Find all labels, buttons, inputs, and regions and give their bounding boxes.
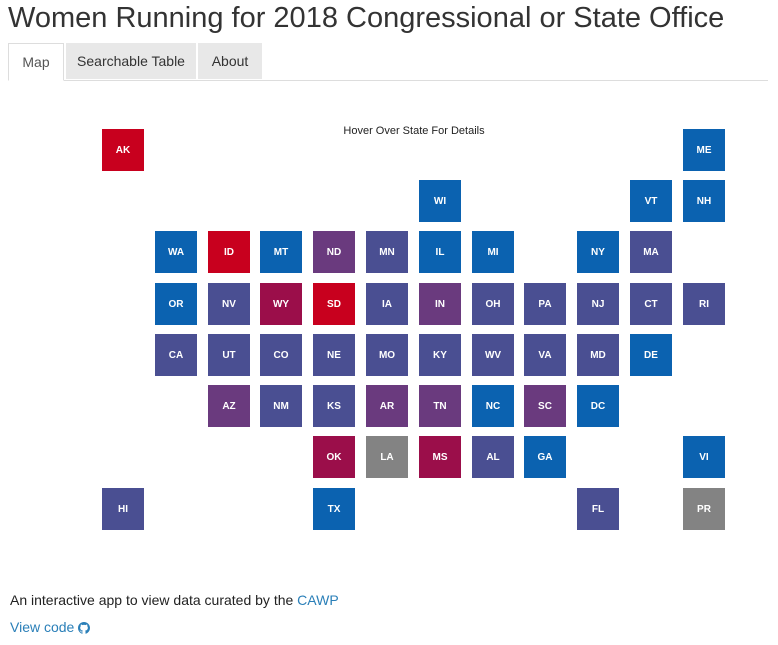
state-tile-ak[interactable]: AK [102, 129, 144, 171]
state-tile-sc[interactable]: SC [524, 385, 566, 427]
state-tile-il[interactable]: IL [419, 231, 461, 273]
state-tile-ks[interactable]: KS [313, 385, 355, 427]
state-tile-nc[interactable]: NC [472, 385, 514, 427]
state-tile-ma[interactable]: MA [630, 231, 672, 273]
state-tile-ne[interactable]: NE [313, 334, 355, 376]
state-tile-ky[interactable]: KY [419, 334, 461, 376]
state-tile-ri[interactable]: RI [683, 283, 725, 325]
state-tile-ga[interactable]: GA [524, 436, 566, 478]
state-tile-oh[interactable]: OH [472, 283, 514, 325]
state-tile-md[interactable]: MD [577, 334, 619, 376]
state-tile-mo[interactable]: MO [366, 334, 408, 376]
tab-about[interactable]: About [198, 43, 262, 79]
state-tile-mn[interactable]: MN [366, 231, 408, 273]
state-tile-ct[interactable]: CT [630, 283, 672, 325]
footer-attribution: An interactive app to view data curated … [10, 592, 339, 608]
state-tile-or[interactable]: OR [155, 283, 197, 325]
state-tile-tx[interactable]: TX [313, 488, 355, 530]
state-tile-wy[interactable]: WY [260, 283, 302, 325]
state-tile-mi[interactable]: MI [472, 231, 514, 273]
state-tile-id[interactable]: ID [208, 231, 250, 273]
page-title: Women Running for 2018 Congressional or … [8, 2, 725, 34]
state-tile-ms[interactable]: MS [419, 436, 461, 478]
state-tile-in[interactable]: IN [419, 283, 461, 325]
state-tile-al[interactable]: AL [472, 436, 514, 478]
state-tile-vi[interactable]: VI [683, 436, 725, 478]
state-tile-nm[interactable]: NM [260, 385, 302, 427]
state-tile-wv[interactable]: WV [472, 334, 514, 376]
state-tile-nh[interactable]: NH [683, 180, 725, 222]
footer-text: An interactive app to view data curated … [10, 592, 298, 608]
state-tile-vt[interactable]: VT [630, 180, 672, 222]
state-tile-wa[interactable]: WA [155, 231, 197, 273]
map-hover-hint: Hover Over State For Details [343, 125, 485, 137]
state-tile-nd[interactable]: ND [313, 231, 355, 273]
state-tile-pa[interactable]: PA [524, 283, 566, 325]
state-tile-az[interactable]: AZ [208, 385, 250, 427]
state-tile-de[interactable]: DE [630, 334, 672, 376]
state-tile-ar[interactable]: AR [366, 385, 408, 427]
state-tile-la[interactable]: LA [366, 436, 408, 478]
tab-searchable-table[interactable]: Searchable Table [66, 43, 196, 79]
github-icon[interactable] [78, 621, 91, 634]
cawp-link[interactable]: CAWP [297, 592, 339, 608]
state-tile-ia[interactable]: IA [366, 283, 408, 325]
state-tile-ca[interactable]: CA [155, 334, 197, 376]
tab-bar: Map Searchable Table About [8, 43, 768, 81]
state-tile-dc[interactable]: DC [577, 385, 619, 427]
state-tile-va[interactable]: VA [524, 334, 566, 376]
view-code-link[interactable]: View code [10, 619, 91, 635]
state-tile-ok[interactable]: OK [313, 436, 355, 478]
state-tile-tn[interactable]: TN [419, 385, 461, 427]
state-tile-hi[interactable]: HI [102, 488, 144, 530]
state-tile-ut[interactable]: UT [208, 334, 250, 376]
state-tile-nj[interactable]: NJ [577, 283, 619, 325]
state-tile-nv[interactable]: NV [208, 283, 250, 325]
state-tile-mt[interactable]: MT [260, 231, 302, 273]
state-tile-fl[interactable]: FL [577, 488, 619, 530]
state-tile-wi[interactable]: WI [419, 180, 461, 222]
tab-map[interactable]: Map [8, 43, 64, 81]
state-tile-sd[interactable]: SD [313, 283, 355, 325]
state-tile-co[interactable]: CO [260, 334, 302, 376]
state-tile-pr[interactable]: PR [683, 488, 725, 530]
state-tile-ny[interactable]: NY [577, 231, 619, 273]
view-code-label[interactable]: View code [10, 619, 75, 635]
state-tile-me[interactable]: ME [683, 129, 725, 171]
